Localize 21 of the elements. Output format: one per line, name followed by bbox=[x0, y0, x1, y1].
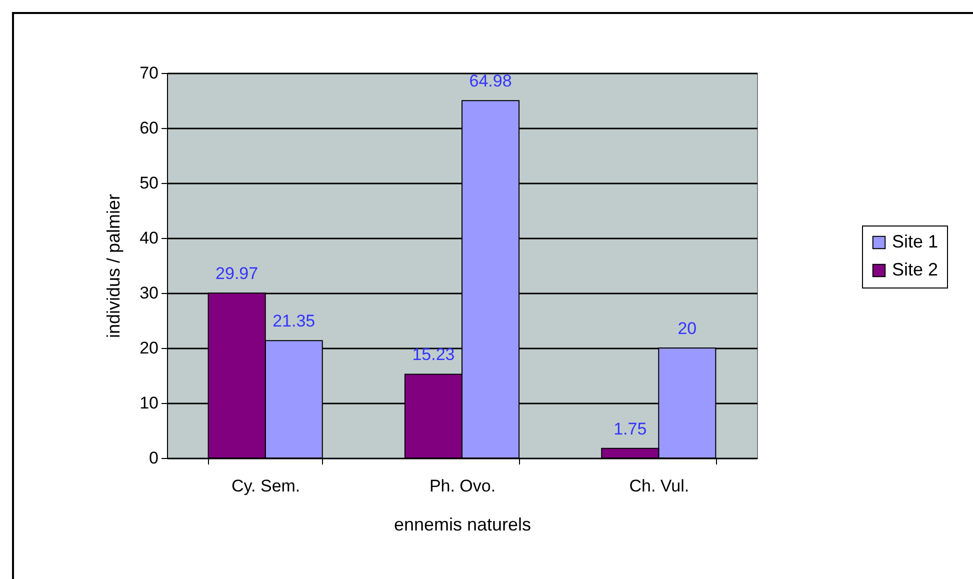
x-axis-title: ennemis naturels bbox=[394, 514, 532, 534]
x-tick-label: Ch. Vul. bbox=[629, 476, 690, 496]
data-label: 1.75 bbox=[614, 419, 647, 438]
data-label: 21.35 bbox=[272, 312, 316, 331]
legend-label: Site 2 bbox=[892, 260, 938, 280]
y-tick-label: 70 bbox=[140, 64, 158, 82]
x-tick-label: Cy. Sem. bbox=[232, 476, 300, 496]
data-label: 20 bbox=[678, 319, 697, 338]
y-tick-label: 30 bbox=[140, 284, 158, 302]
y-axis-title: individus / palmier bbox=[104, 194, 124, 338]
data-label: 64.98 bbox=[469, 72, 512, 91]
x-tick-label: Ph. Ovo. bbox=[429, 476, 496, 496]
data-label: 29.97 bbox=[216, 264, 258, 284]
y-tick-label: 50 bbox=[140, 174, 158, 192]
y-tick-label: 20 bbox=[140, 338, 158, 358]
data-label: 15.23 bbox=[412, 345, 455, 364]
y-tick-label: 40 bbox=[140, 228, 158, 248]
y-tick-label: 0 bbox=[149, 448, 158, 468]
y-tick-label: 10 bbox=[140, 394, 158, 412]
y-tick-label: 60 bbox=[140, 118, 158, 138]
legend-label: Site 1 bbox=[892, 232, 938, 252]
